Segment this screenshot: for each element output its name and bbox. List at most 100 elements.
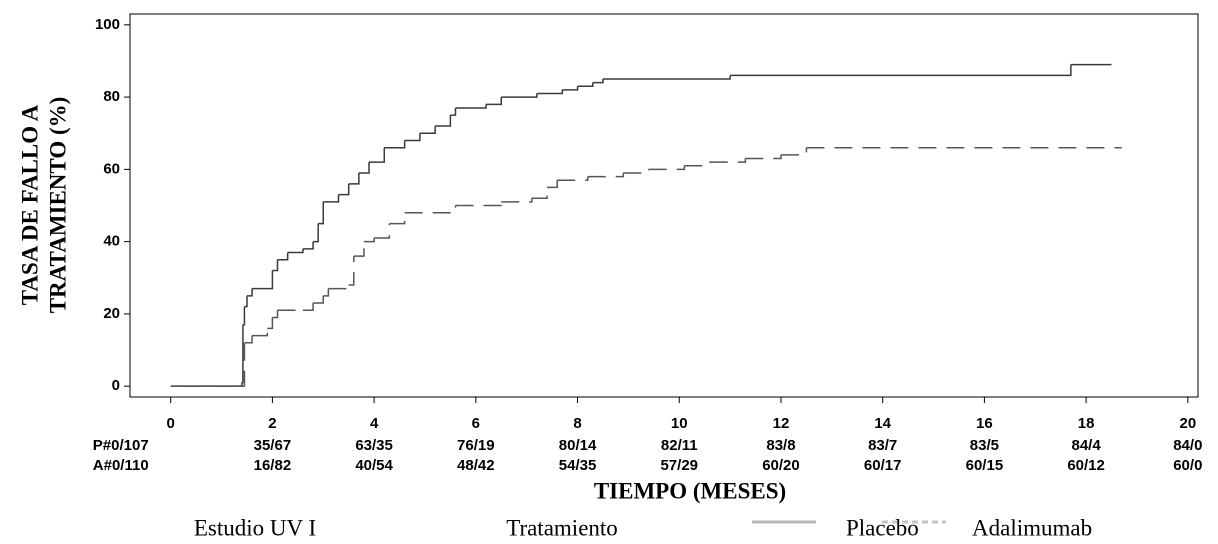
risk-count: P#0/107	[93, 437, 149, 454]
survival-step	[369, 147, 386, 163]
risk-count: 54/35	[559, 457, 597, 474]
y-tick-label: 20	[103, 305, 120, 322]
survival-step	[730, 64, 1072, 77]
legend-label: Adalimumab	[972, 515, 1092, 540]
risk-count: 60/15	[966, 457, 1004, 474]
risk-count: 76/19	[457, 437, 495, 454]
survival-step	[302, 303, 314, 312]
risk-count: 60/12	[1067, 457, 1105, 474]
footer-text: Tratamiento	[506, 515, 618, 540]
survival-step	[241, 342, 246, 387]
y-tick-label: 100	[95, 16, 120, 33]
risk-count: 57/29	[660, 457, 698, 474]
survival-step	[389, 212, 406, 225]
plot-frame	[129, 13, 1199, 398]
survival-step	[287, 248, 304, 254]
survival-step	[587, 172, 625, 178]
survival-step	[246, 288, 253, 297]
risk-count: 80/14	[559, 437, 597, 454]
risk-count: 84/4	[1072, 437, 1102, 454]
survival-step	[318, 201, 325, 225]
survival-step	[313, 295, 325, 304]
survival-step	[557, 176, 589, 181]
risk-count: 83/5	[970, 437, 999, 454]
risk-count: 83/7	[868, 437, 897, 454]
survival-step	[547, 180, 558, 189]
survival-step	[709, 158, 747, 163]
survival-step	[780, 147, 808, 156]
x-tick-label: 18	[1078, 415, 1095, 432]
survival-step	[374, 223, 391, 239]
risk-count: 40/54	[355, 457, 393, 474]
y-tick-label: 60	[103, 160, 120, 177]
risk-count: 16/82	[254, 457, 292, 474]
x-tick-label: 4	[370, 415, 379, 432]
survival-step	[531, 187, 548, 200]
survival-step	[242, 306, 246, 326]
survival-step	[277, 252, 289, 261]
risk-count: 84/0	[1173, 437, 1202, 454]
survival-step	[486, 97, 503, 106]
survival-step	[323, 194, 340, 203]
survival-step	[267, 317, 274, 330]
survival-step	[577, 82, 594, 88]
survival-step	[684, 162, 711, 167]
survival-step	[745, 154, 782, 160]
survival-step	[435, 115, 452, 127]
survival-step	[313, 223, 319, 243]
x-tick-label: 20	[1179, 415, 1196, 432]
risk-count: 83/8	[766, 437, 795, 454]
survival-step	[562, 86, 579, 91]
survival-step	[348, 256, 355, 286]
survival-step	[328, 284, 350, 290]
legend-label: Placebo	[846, 515, 919, 540]
survival-step	[384, 140, 406, 149]
x-tick-label: 0	[167, 415, 175, 432]
x-tick-label: 16	[976, 415, 993, 432]
footer-text: Estudio UV I	[194, 515, 316, 540]
survival-step	[252, 328, 269, 337]
survival-step	[419, 126, 436, 134]
survival-step	[272, 259, 279, 272]
survival-step	[272, 310, 279, 319]
survival-step	[363, 238, 375, 243]
survival-step	[648, 165, 686, 171]
x-tick-label: 6	[472, 415, 480, 432]
y-axis-label: TRATAMIENTO (%)	[45, 97, 70, 314]
risk-count: 48/42	[457, 457, 495, 474]
survival-step	[244, 335, 253, 344]
y-tick-label: 40	[103, 233, 120, 250]
x-tick-label: 12	[773, 415, 790, 432]
y-axis-label: TASA DE FALLO A	[17, 104, 42, 305]
survival-step	[404, 205, 457, 214]
y-tick-label: 0	[112, 377, 120, 394]
risk-count: 35/67	[254, 437, 292, 454]
x-tick-label: 14	[874, 415, 891, 432]
survival-step	[358, 162, 370, 174]
survival-step	[404, 133, 421, 142]
x-axis-label: TIEMPO (MESES)	[594, 478, 786, 503]
survival-step	[536, 89, 564, 95]
survival-step	[244, 295, 248, 308]
risk-count: 60/0	[1173, 457, 1202, 474]
survival-step	[353, 241, 365, 257]
survival-step	[602, 75, 731, 80]
risk-count: 63/35	[355, 437, 393, 454]
survival-step	[455, 201, 503, 207]
risk-count: 82/11	[661, 437, 698, 454]
survival-step	[338, 183, 350, 196]
risk-count: 60/17	[864, 457, 902, 474]
survival-step	[267, 270, 274, 290]
survival-step	[592, 79, 604, 84]
survival-step	[455, 104, 487, 109]
survival-step	[241, 324, 244, 384]
survival-step	[501, 198, 533, 203]
survival-step	[623, 169, 650, 174]
survival-step	[450, 107, 457, 116]
survival-step	[323, 288, 330, 297]
x-tick-label: 2	[268, 415, 276, 432]
y-tick-label: 80	[103, 88, 120, 105]
risk-count: 60/20	[762, 457, 800, 474]
survival-step	[501, 93, 538, 98]
